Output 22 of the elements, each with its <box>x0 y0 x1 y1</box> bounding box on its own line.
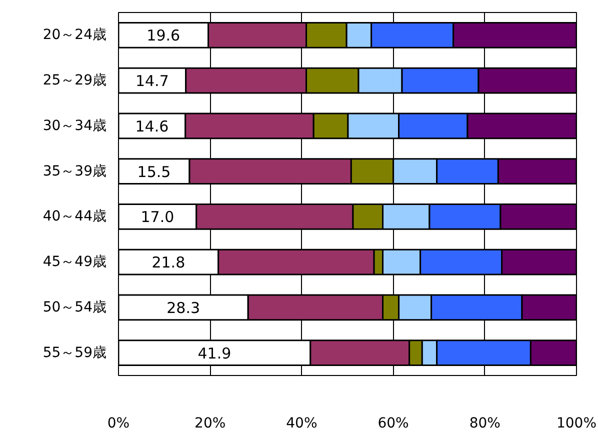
data-label: 15.5 <box>137 162 171 181</box>
y-tick-label: 50～54歳 <box>42 299 107 316</box>
y-tick-label: 25～29歳 <box>42 72 107 89</box>
x-tick-label: 20% <box>194 416 226 432</box>
data-label: 21.8 <box>152 254 186 272</box>
x-tick-label: 0% <box>107 416 130 432</box>
y-tick-label: 45～49歳 <box>42 254 107 270</box>
data-label: 28.3 <box>166 298 200 317</box>
data-label: 41.9 <box>198 344 232 362</box>
y-tick-label: 40～44歳 <box>42 208 107 225</box>
data-label: 14.7 <box>135 72 169 90</box>
y-tick-label: 35～39歳 <box>42 163 107 180</box>
data-label: 19.6 <box>146 26 180 45</box>
x-tick-label: 60% <box>378 416 409 432</box>
data-label: 17.0 <box>140 208 174 226</box>
x-tick-label: 40% <box>286 416 318 432</box>
y-tick-label: 55～59歳 <box>42 344 107 361</box>
y-tick-label: 30～34歳 <box>42 118 107 134</box>
x-tick-label: 80% <box>469 416 500 432</box>
data-label: 14.6 <box>135 117 169 136</box>
x-tick-label: 100% <box>556 416 597 432</box>
y-tick-label: 20～24歳 <box>42 27 107 44</box>
